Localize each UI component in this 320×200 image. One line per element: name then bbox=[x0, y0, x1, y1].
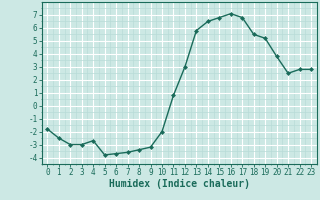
X-axis label: Humidex (Indice chaleur): Humidex (Indice chaleur) bbox=[109, 179, 250, 189]
